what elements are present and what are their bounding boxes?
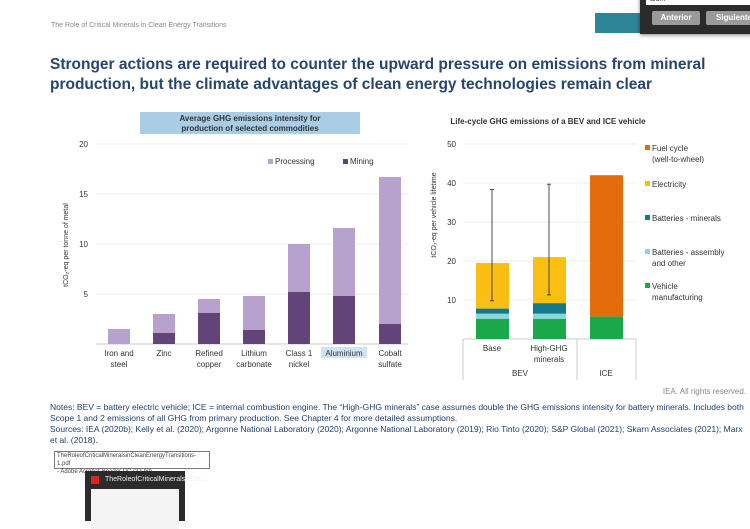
bar-processing (333, 228, 355, 296)
notes-text: Notes: BEV = battery electric vehicle; I… (50, 402, 744, 423)
thumbnail-preview (91, 489, 179, 529)
bar-processing (288, 244, 310, 292)
chart-title: production of selected commodities (181, 124, 319, 133)
bar-segment (533, 257, 566, 304)
legend-label: Processing (275, 157, 315, 166)
bar-segment (533, 303, 566, 314)
legend-label: Mining (350, 157, 374, 166)
category-label: High-GHG (530, 344, 567, 353)
thumbnail-title: TheRoleofCriticalMineralsinCle... (105, 476, 207, 483)
category-label: sulfate (378, 360, 402, 369)
bar-segment (590, 316, 623, 339)
taskbar-thumbnail[interactable]: TheRoleofCriticalMineralsinCle... (85, 471, 207, 529)
bar-mining (333, 296, 355, 344)
y-tick-label: 50 (447, 140, 456, 149)
credit: IEA. All rights reserved. (663, 387, 746, 396)
header-accent-bar (595, 13, 645, 33)
y-tick-label: 40 (447, 179, 456, 188)
y-tick-label: 10 (447, 296, 456, 305)
find-bar: alum Anterior Siguiente (640, 0, 750, 34)
legend-label: Vehicle (652, 282, 678, 291)
legend-swatch (645, 181, 650, 186)
category-label: Lithium (241, 349, 267, 358)
group-label: ICE (599, 369, 612, 378)
acrobat-icon (91, 476, 99, 484)
bar-segment (476, 318, 509, 339)
legend-label: and other (652, 259, 686, 268)
bar-segment (476, 262, 509, 309)
bar-mining (153, 333, 175, 344)
bar-mining (379, 324, 401, 344)
legend-label: Electricity (652, 180, 686, 189)
document-header: The Role of Critical Minerals in Clean E… (51, 22, 227, 29)
category-label: nickel (289, 360, 310, 369)
tooltip-filename: TheRoleofCriticalMineralsinCleanEnergyTr… (57, 453, 197, 467)
y-tick-label: 30 (447, 218, 456, 227)
legend-swatch (268, 159, 273, 164)
y-tick-label: 20 (447, 257, 456, 266)
legend-swatch (645, 249, 650, 254)
legend-label: (well-to-wheel) (652, 155, 704, 164)
legend-swatch (645, 145, 650, 150)
bar-mining (243, 330, 265, 344)
legend-label: Fuel cycle (652, 144, 689, 153)
category-label: Iron and (104, 349, 133, 358)
y-tick-label: 5 (84, 290, 89, 299)
category-label: carbonate (236, 360, 272, 369)
bar-mining (198, 313, 220, 344)
notes: Notes: BEV = battery electric vehicle; I… (50, 402, 750, 446)
legend-label: manufacturing (652, 293, 703, 302)
find-previous-button[interactable]: Anterior (652, 11, 700, 25)
y-tick-label: 20 (79, 140, 88, 149)
y-axis-label: tCO₂-eq per vehicle lifetime (431, 172, 438, 257)
category-label: steel (111, 360, 128, 369)
legend-swatch (343, 159, 348, 164)
legend-label: Batteries - assembly (652, 248, 724, 257)
category-label: Refined (195, 349, 223, 358)
search-highlight (321, 347, 367, 358)
slide-title: Stronger actions are required to counter… (50, 56, 706, 93)
category-label: minerals (534, 355, 564, 364)
bar-segment (590, 175, 623, 317)
sources-text: Sources: IEA (2020b); Kelly et al. (2020… (50, 424, 743, 445)
bar-segment (476, 308, 509, 314)
find-input[interactable]: alum (646, 0, 750, 5)
chart-title-highlight (140, 112, 360, 134)
group-label: BEV (512, 369, 529, 378)
legend-label: Batteries - minerals (652, 214, 721, 223)
taskbar-tooltip: TheRoleofCriticalMineralsinCleanEnergyTr… (54, 451, 210, 475)
category-label: Base (483, 344, 502, 353)
chart-title: Life-cycle GHG emissions of a BEV and IC… (450, 117, 646, 126)
bar-segment (533, 318, 566, 339)
bar-processing (108, 329, 130, 344)
find-next-button[interactable]: Siguiente (706, 11, 750, 25)
legend-swatch (645, 215, 650, 220)
y-tick-label: 10 (79, 240, 88, 249)
y-tick-label: 15 (79, 190, 88, 199)
charts-canvas: Average GHG emissions intensity forprodu… (63, 112, 746, 396)
category-label: copper (197, 360, 222, 369)
category-label: Zinc (156, 349, 171, 358)
category-label: Class 1 (286, 349, 313, 358)
y-axis-label: tCO₂-eq per tonne of metal (63, 203, 70, 287)
bar-processing (198, 299, 220, 313)
bar-processing (379, 177, 401, 324)
bar-segment (476, 313, 509, 319)
bar-mining (288, 292, 310, 344)
category-label: Cobalt (378, 349, 402, 358)
category-label: Aluminium (325, 349, 363, 358)
bar-segment (533, 313, 566, 319)
bar-processing (153, 314, 175, 333)
bar-processing (243, 296, 265, 330)
legend-swatch (645, 283, 650, 288)
chart-title: Average GHG emissions intensity for (179, 114, 320, 123)
